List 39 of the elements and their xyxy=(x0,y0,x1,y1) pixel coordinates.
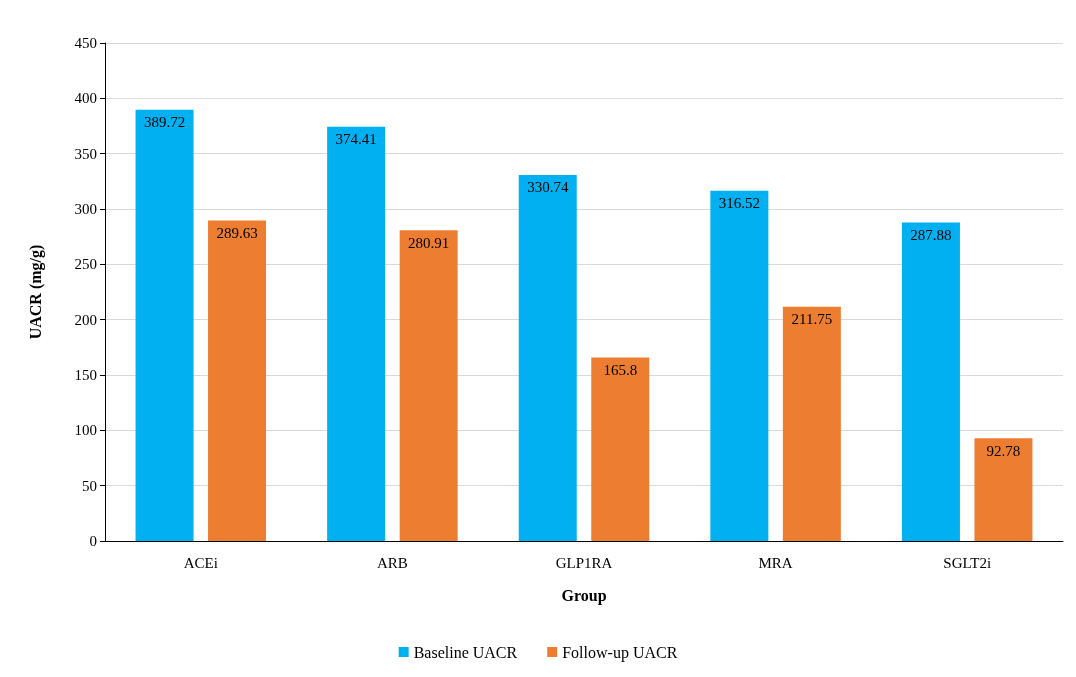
legend-label: Follow-up UACR xyxy=(562,643,678,662)
x-axis-title: Group xyxy=(561,586,607,605)
bar xyxy=(591,357,650,541)
bar xyxy=(782,306,841,541)
data-label: 316.52 xyxy=(718,195,760,212)
y-tick-label: 50 xyxy=(82,477,97,494)
data-label: 289.63 xyxy=(216,224,258,241)
y-tick-label: 400 xyxy=(74,90,97,107)
bar xyxy=(974,438,1033,541)
bar xyxy=(399,230,458,541)
x-tick-label: SGLT2i xyxy=(943,554,992,571)
y-tick-label: 150 xyxy=(74,367,97,383)
y-tick-label: 450 xyxy=(74,35,97,51)
bar xyxy=(518,174,577,541)
data-label: 165.8 xyxy=(603,362,638,379)
data-label: 280.91 xyxy=(408,234,450,251)
data-label: 92.78 xyxy=(986,442,1021,459)
y-tick-label: 200 xyxy=(74,311,97,328)
x-tick-label: ACEi xyxy=(183,554,218,571)
y-tick-label: 0 xyxy=(89,533,97,549)
x-tick-label: ARB xyxy=(376,554,408,571)
bar xyxy=(208,220,267,541)
y-tick-label: 350 xyxy=(74,145,97,162)
bar xyxy=(327,126,386,541)
x-tick-label: MRA xyxy=(758,554,793,571)
y-tick-label: 100 xyxy=(74,422,97,439)
data-label: 389.72 xyxy=(143,114,186,131)
y-tick-label: 250 xyxy=(74,256,97,273)
bar xyxy=(710,190,769,541)
data-label: 287.88 xyxy=(910,226,952,243)
data-label: 211.75 xyxy=(791,311,833,328)
data-label: 374.41 xyxy=(335,131,377,148)
y-tick-label: 300 xyxy=(74,201,97,217)
legend-label: Baseline UACR xyxy=(413,643,518,661)
y-axis-title: UACR (mg/g) xyxy=(26,244,45,340)
bar xyxy=(901,222,960,541)
x-tick-label: GLP1RA xyxy=(555,554,613,571)
bar xyxy=(135,109,194,541)
data-label: 330.74 xyxy=(527,179,569,196)
